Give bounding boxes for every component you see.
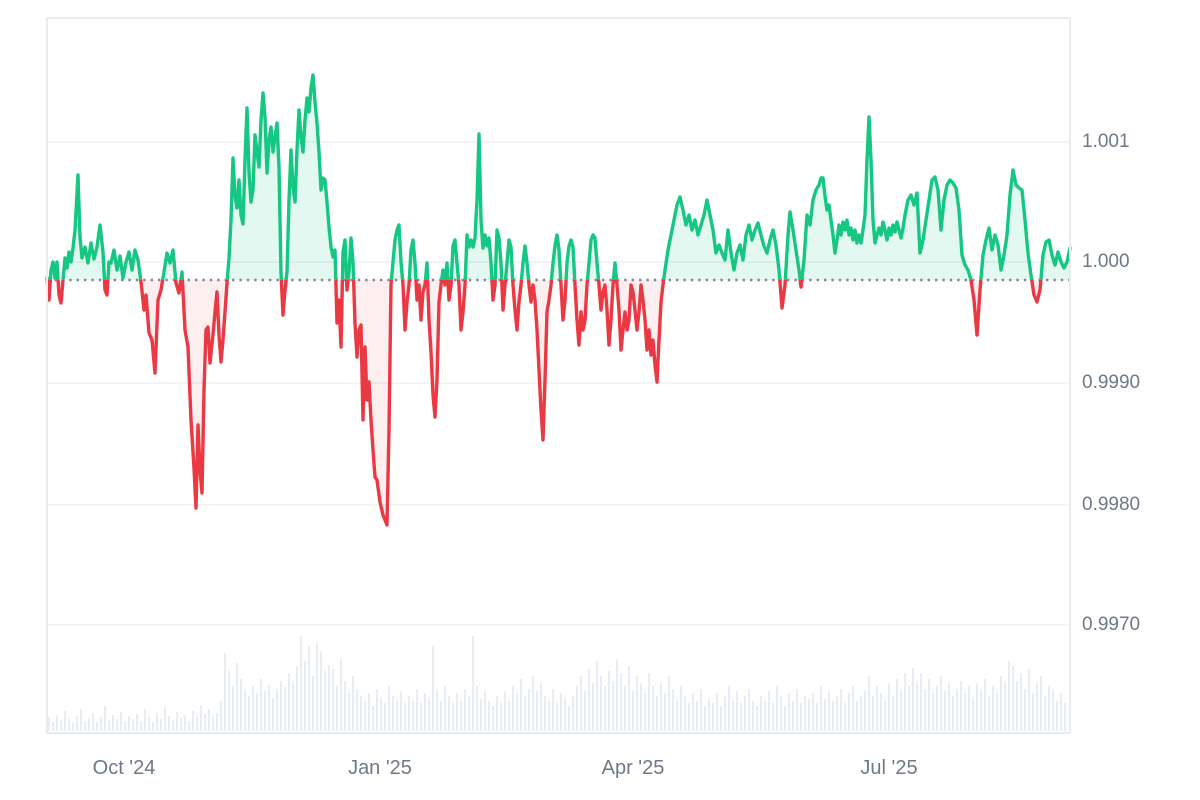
gridlines (47, 141, 1070, 626)
x-tick-label: Jul '25 (860, 757, 918, 779)
x-tick-label: Oct '24 (92, 757, 156, 779)
price-area-fill (47, 75, 1070, 525)
price-line (45, 73, 1072, 527)
plot-border (46, 17, 1071, 734)
x-tick-label: Apr '25 (601, 757, 665, 779)
y-tick-label: 0.9990 (1082, 372, 1141, 393)
x-tick-label: Jan '25 (348, 757, 412, 779)
volume-bars (48, 636, 1066, 731)
y-tick-label: 0.9980 (1082, 494, 1141, 515)
y-tick-label: 0.9970 (1082, 614, 1141, 635)
y-tick-label: 1.001 (1082, 131, 1130, 152)
y-tick-label: 1.000 (1082, 251, 1130, 272)
